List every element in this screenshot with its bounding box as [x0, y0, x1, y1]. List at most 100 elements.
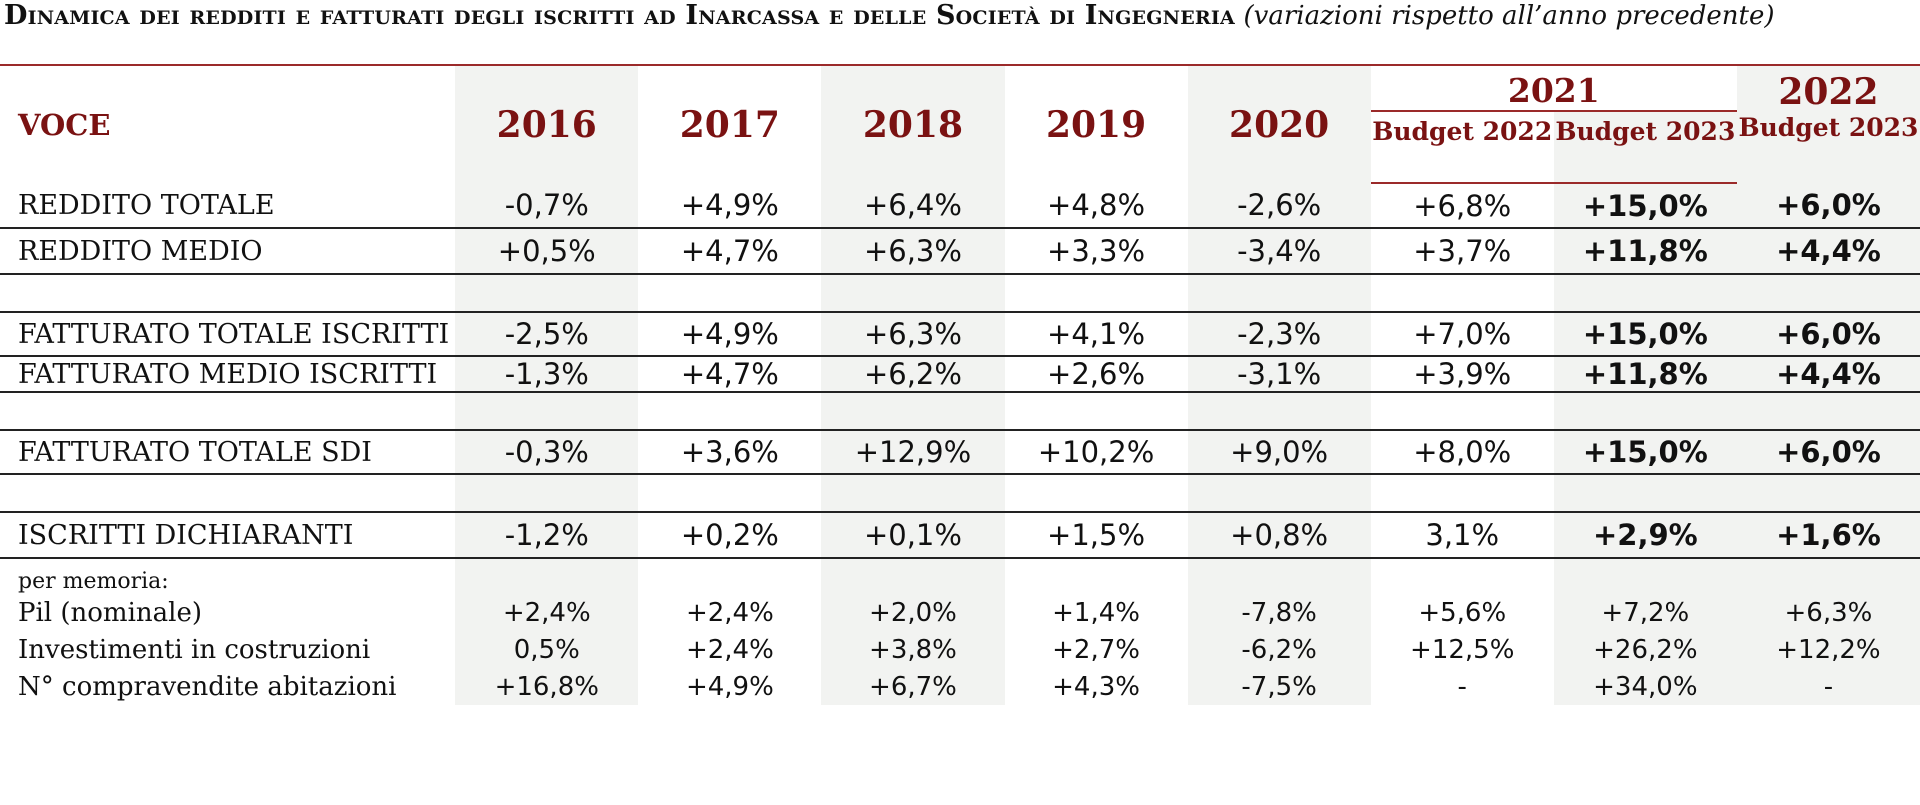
- table-cell: -0,3%: [455, 430, 639, 475]
- header-year-2021: 2021: [1370, 66, 1737, 112]
- table-cell: +11,8%: [1553, 356, 1737, 393]
- table-cell: +4,4%: [1736, 356, 1920, 393]
- table-cell: -3,4%: [1187, 228, 1371, 275]
- table-cell: -: [1736, 668, 1920, 705]
- spacer-cell: [0, 392, 456, 431]
- spacer-cell: [638, 392, 822, 431]
- header-row-bottom: Budget 2022 Budget 2023: [0, 111, 1920, 184]
- row-label: N° compravendite abitazioni: [18, 671, 397, 702]
- row-label: REDDITO MEDIO: [0, 228, 456, 275]
- memo-header-cell: [1187, 558, 1371, 594]
- table-row: FATTURATO TOTALE SDI -0,3% +3,6% +12,9% +10,…: [0, 430, 1920, 475]
- table-row: REDDITO TOTALE -0,7% +4,9% +6,4% +4,8% -2,6% +…: [0, 183, 1920, 229]
- header-2021-budget-2022: Budget 2022: [1370, 111, 1554, 184]
- spacer-cell: [455, 474, 639, 513]
- table-cell: +3,8%: [821, 631, 1005, 668]
- spacer-cell: [0, 274, 456, 313]
- table-cell: +0,5%: [455, 228, 639, 275]
- memo-header-cell: [1553, 558, 1737, 594]
- spacer-cell: [1187, 392, 1371, 431]
- spacer-cell: [1553, 474, 1737, 513]
- spacer-row: [0, 474, 1920, 513]
- spacer-cell: [1736, 474, 1920, 513]
- spacer-cell: [821, 392, 1005, 431]
- table-cell: +4,3%: [1052, 671, 1140, 702]
- spacer-cell: [821, 474, 1005, 513]
- spacer-cell: [1736, 392, 1920, 431]
- spacer-cell: [1370, 274, 1554, 313]
- table-cell: +6,7%: [821, 668, 1005, 705]
- table-cell: +12,2%: [1736, 631, 1920, 668]
- table-cell: +4,1%: [1004, 312, 1188, 357]
- table-cell: +6,4%: [821, 183, 1005, 229]
- header-year-2020: 2020: [1187, 66, 1371, 183]
- table-cell: +4,9%: [685, 671, 774, 702]
- header-year-2022: 2022 Budget 2023: [1736, 66, 1920, 183]
- table-cell: -2,6%: [1187, 183, 1371, 229]
- memo-header-cell: [638, 558, 821, 594]
- table-cell: +3,9%: [1370, 356, 1554, 393]
- table-cell: -2,5%: [455, 312, 639, 357]
- header-voce: VOCE: [18, 107, 111, 142]
- row-label: FATTURATO TOTALE SDI: [0, 430, 456, 475]
- table-cell: 3,1%: [1370, 512, 1554, 559]
- table-cell: -3,1%: [1187, 356, 1371, 393]
- memo-row: N° compravendite abitazioni +16,8% +4,9% +6…: [0, 668, 1920, 705]
- table-cell: +4,9%: [638, 312, 822, 357]
- memo-header-row: per memoria:: [0, 558, 1920, 594]
- table-cell: -1,2%: [455, 512, 639, 559]
- table-cell: +7,0%: [1370, 312, 1554, 357]
- table-cell: +9,0%: [1187, 430, 1371, 475]
- table-cell: +16,8%: [455, 668, 639, 705]
- spacer-cell: [0, 474, 456, 513]
- table-cell: -7,5%: [1187, 668, 1371, 705]
- spacer-cell: [821, 274, 1005, 313]
- title-main: Dinamica dei redditi e fatturati degli i…: [4, 0, 1235, 31]
- memo-header-cell: [1371, 558, 1554, 594]
- table-cell: -7,8%: [1187, 594, 1371, 631]
- spacer-cell: [638, 474, 822, 513]
- table-cell: +0,1%: [821, 512, 1005, 559]
- header-year-2019: 2019: [1045, 103, 1147, 146]
- table-cell: +6,0%: [1736, 312, 1920, 357]
- spacer-cell: [455, 274, 639, 313]
- table-cell: +1,4%: [1052, 597, 1140, 628]
- spacer-cell: [1004, 474, 1188, 513]
- table-cell: +10,2%: [1004, 430, 1188, 475]
- table-cell: 0,5%: [455, 631, 639, 668]
- spacer-cell: [1370, 392, 1554, 431]
- row-label: REDDITO TOTALE: [0, 183, 456, 229]
- table-cell: +0,2%: [638, 512, 822, 559]
- table-cell: +11,8%: [1553, 228, 1737, 275]
- header-year-2017: 2017: [679, 103, 780, 146]
- table-cell: +2,4%: [685, 597, 774, 628]
- title-subtitle: (variazioni rispetto all’anno precedente…: [1243, 1, 1775, 31]
- row-label: Investimenti in costruzioni: [18, 634, 371, 665]
- table-cell: +6,0%: [1736, 183, 1920, 229]
- table-cell: +15,0%: [1553, 430, 1737, 475]
- header-year-2018: 2018: [821, 66, 1005, 183]
- table-row: FATTURATO TOTALE ISCRITTI -2,5% +4,9% +6,3%…: [0, 312, 1920, 357]
- table-cell: +15,0%: [1553, 183, 1737, 229]
- row-label: FATTURATO MEDIO ISCRITTI: [0, 356, 456, 393]
- data-table: VOCE 2016 2017 2018 2019 2020 2021 2022 …: [0, 66, 1920, 705]
- table-cell: +3,3%: [1004, 228, 1188, 275]
- spacer-cell: [1736, 274, 1920, 313]
- table-cell: +6,8%: [1370, 183, 1554, 229]
- table-cell: -1,3%: [455, 356, 639, 393]
- spacer-cell: [1187, 474, 1371, 513]
- table-cell: +3,6%: [638, 430, 822, 475]
- spacer-cell: [1553, 392, 1737, 431]
- table-cell: +0,8%: [1187, 512, 1371, 559]
- table-cell: +4,8%: [1004, 183, 1188, 229]
- table-cell: +4,4%: [1736, 228, 1920, 275]
- table-cell: +1,5%: [1004, 512, 1188, 559]
- table-cell: +6,3%: [1736, 594, 1920, 631]
- table-cell: +12,9%: [821, 430, 1005, 475]
- spacer-cell: [1370, 474, 1554, 513]
- header-2022-budget: Budget 2023: [1738, 113, 1919, 142]
- table-cell: -0,7%: [455, 183, 639, 229]
- header-row-top: VOCE 2016 2017 2018 2019 2020 2021 2022 …: [0, 66, 1920, 183]
- table-cell: +4,7%: [638, 228, 822, 275]
- table-cell: +34,0%: [1553, 668, 1737, 705]
